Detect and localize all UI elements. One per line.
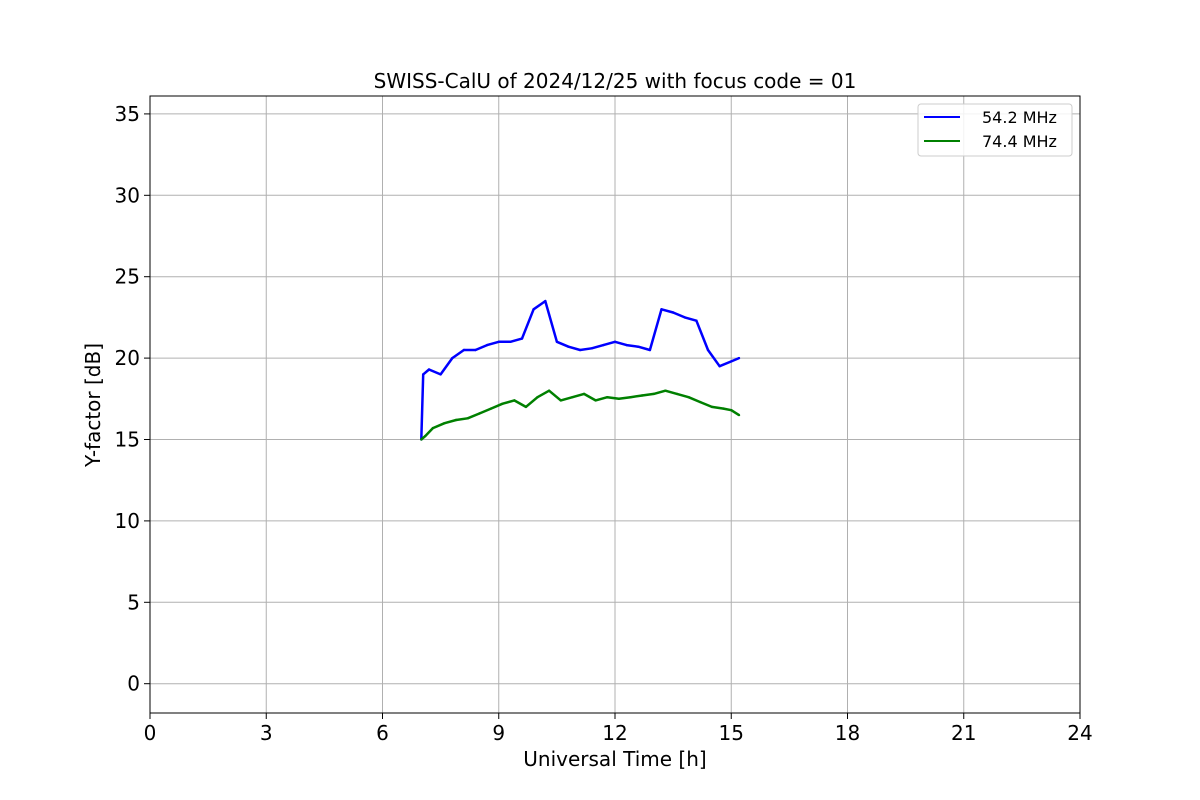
series-line-1	[420, 389, 740, 441]
series-line-0	[420, 299, 740, 440]
x-tick-label: 15	[719, 721, 744, 745]
series-0-point	[485, 343, 489, 347]
series-1-point	[687, 396, 690, 399]
series-1-point	[710, 405, 714, 409]
x-tick-label: 18	[835, 721, 860, 745]
series-0-point	[660, 308, 663, 311]
series-1-point	[454, 418, 458, 422]
series-0-point	[625, 343, 628, 347]
series-0-point	[706, 348, 710, 352]
series-0-point	[544, 299, 547, 303]
x-tick-label: 3	[260, 721, 273, 745]
series-0-point	[590, 347, 593, 350]
series-1-point	[640, 394, 644, 397]
y-tick-label: 25	[115, 265, 140, 289]
legend-label-54-mhz: 54.2 MHz	[982, 108, 1057, 127]
series-0-point	[422, 373, 425, 376]
y-tick-label: 35	[115, 102, 140, 126]
series-0-point	[718, 365, 721, 368]
series-0-point	[683, 316, 686, 319]
series-1-point	[513, 399, 516, 402]
series-0-point	[532, 308, 535, 311]
series-0-point	[578, 348, 582, 352]
series-1-point	[594, 399, 597, 402]
series-0-point	[509, 340, 512, 343]
series-1-point	[629, 396, 632, 399]
y-ticks: 0 5 10 15 20 25 30 35	[115, 102, 150, 696]
series-1-point	[420, 438, 423, 441]
series-0-point	[427, 368, 431, 371]
y-tick-label: 15	[115, 428, 140, 452]
y-tick-label: 10	[115, 509, 140, 533]
y-tick-label: 30	[115, 183, 140, 207]
x-ticks: 0 3 6 9 12 15 18 21 24	[144, 713, 1093, 745]
series-1-point	[699, 400, 702, 404]
legend-label-74-mhz: 74.4 MHz	[982, 132, 1057, 151]
series-0-point	[648, 348, 652, 352]
series-1-point	[559, 399, 562, 402]
series-1-point	[730, 409, 733, 412]
chart-title: SWISS-CalU of 2024/12/25 with focus code…	[374, 69, 857, 93]
series-0-point	[737, 356, 741, 360]
x-tick-label: 12	[602, 721, 627, 745]
series-0-point	[474, 348, 477, 352]
series-1-point	[737, 413, 741, 417]
x-tick-label: 21	[951, 721, 976, 745]
y-axis-label: Y-factor [dB]	[81, 343, 105, 468]
series-1-point	[606, 396, 609, 399]
series-0-point	[520, 337, 524, 340]
series-1-point	[652, 392, 655, 396]
series-0-point	[602, 343, 605, 347]
series-1-point	[536, 396, 539, 399]
series-1-point	[478, 412, 481, 415]
legend: 54.2 MHz 74.4 MHz	[917, 103, 1073, 157]
series-1-point	[582, 392, 586, 396]
plot-series	[420, 299, 741, 441]
series-0-point	[613, 340, 617, 343]
series-0-point	[497, 340, 500, 343]
series-0-point	[451, 356, 454, 360]
series-1-point	[617, 397, 621, 400]
series-1-point	[489, 407, 493, 410]
series-1-point	[466, 417, 469, 420]
series-1-point	[722, 407, 725, 410]
series-0-point	[439, 373, 442, 376]
series-1-point	[571, 396, 574, 399]
series-1-point	[423, 435, 427, 438]
series-1-point	[501, 402, 504, 405]
x-axis-label: Universal Time [h]	[523, 747, 706, 771]
series-1-point	[664, 389, 667, 392]
series-1-point	[431, 426, 435, 430]
y-tick-label: 5	[127, 590, 140, 614]
series-0-point	[637, 345, 640, 348]
series-0-point	[555, 340, 559, 343]
series-1-point	[524, 405, 528, 409]
x-tick-label: 0	[144, 721, 157, 745]
series-0-point	[695, 319, 698, 322]
series-1-point	[675, 392, 679, 396]
y-tick-label: 20	[115, 346, 140, 370]
x-tick-label: 24	[1067, 721, 1092, 745]
series-0-point	[730, 360, 733, 363]
series-0-point	[671, 311, 675, 314]
series-1-point	[547, 389, 551, 392]
x-tick-label: 9	[492, 721, 505, 745]
series-0-point	[462, 348, 466, 352]
series-1-point	[443, 422, 446, 425]
y-tick-label: 0	[127, 672, 140, 696]
x-tick-label: 6	[376, 721, 389, 745]
series-0-point	[567, 345, 570, 348]
